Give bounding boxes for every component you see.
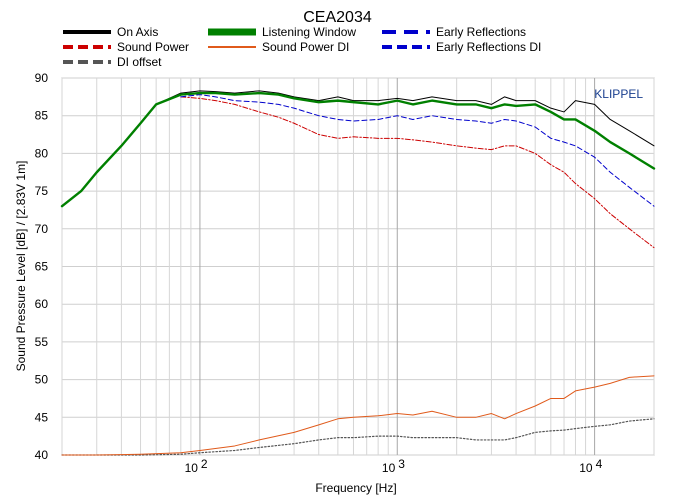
legend-label: Early Reflections DI	[436, 40, 541, 54]
legend-item-on-axis: On Axis	[63, 25, 158, 39]
series-listening-window	[60, 91, 656, 208]
legend-label: Sound Power DI	[262, 40, 349, 54]
klippel-brand-label: KLIPPEL	[594, 87, 643, 101]
y-tick-label: 90	[35, 71, 49, 85]
x-tick-label: 10	[579, 461, 593, 475]
x-tick-exponent: 3	[398, 457, 405, 471]
y-tick-label: 50	[35, 373, 49, 387]
y-tick-label: 65	[35, 260, 49, 274]
y-tick-label: 40	[35, 448, 49, 462]
legend-item-listening-window: Listening Window	[208, 25, 356, 39]
legend-label: Listening Window	[262, 25, 356, 39]
legend-item-di-offset: DI offset	[63, 55, 162, 69]
chart-title: CEA2034	[303, 9, 372, 26]
series-di-offset	[61, 418, 655, 456]
series-early-reflections	[180, 94, 655, 207]
legend: On Axis Listening Window Early Reflections…	[63, 25, 541, 69]
x-tick-label: 10	[382, 461, 396, 475]
series-lines	[60, 90, 656, 456]
y-tick-label: 85	[35, 109, 49, 123]
x-tick-exponent: 4	[596, 457, 603, 471]
y-tick-label: 45	[35, 410, 49, 424]
legend-item-early-reflections: Early Reflections	[382, 25, 526, 39]
legend-item-sound-power: Sound Power	[63, 40, 189, 54]
x-tick-label: 10	[185, 461, 199, 475]
x-tick-exponent: 2	[201, 457, 208, 471]
y-axis-title: Sound Pressure Level [dB] / [2.83V 1m]	[14, 161, 28, 372]
y-tick-label: 55	[35, 335, 49, 349]
legend-item-sound-power-di: Sound Power DI	[208, 40, 349, 54]
y-tick-label: 75	[35, 184, 49, 198]
y-tick-label: 80	[35, 146, 49, 160]
y-tick-label: 60	[35, 297, 49, 311]
legend-label: On Axis	[117, 25, 158, 39]
legend-label: Sound Power	[117, 40, 189, 54]
legend-label: Early Reflections	[436, 25, 526, 39]
series-sound-power-di	[61, 375, 655, 456]
y-tick-label: 70	[35, 222, 49, 236]
series-sound-power	[180, 96, 655, 249]
x-axis-title: Frequency [Hz]	[315, 481, 396, 495]
legend-item-early-reflections-di: Early Reflections DI	[382, 40, 541, 54]
legend-label: DI offset	[117, 55, 162, 69]
